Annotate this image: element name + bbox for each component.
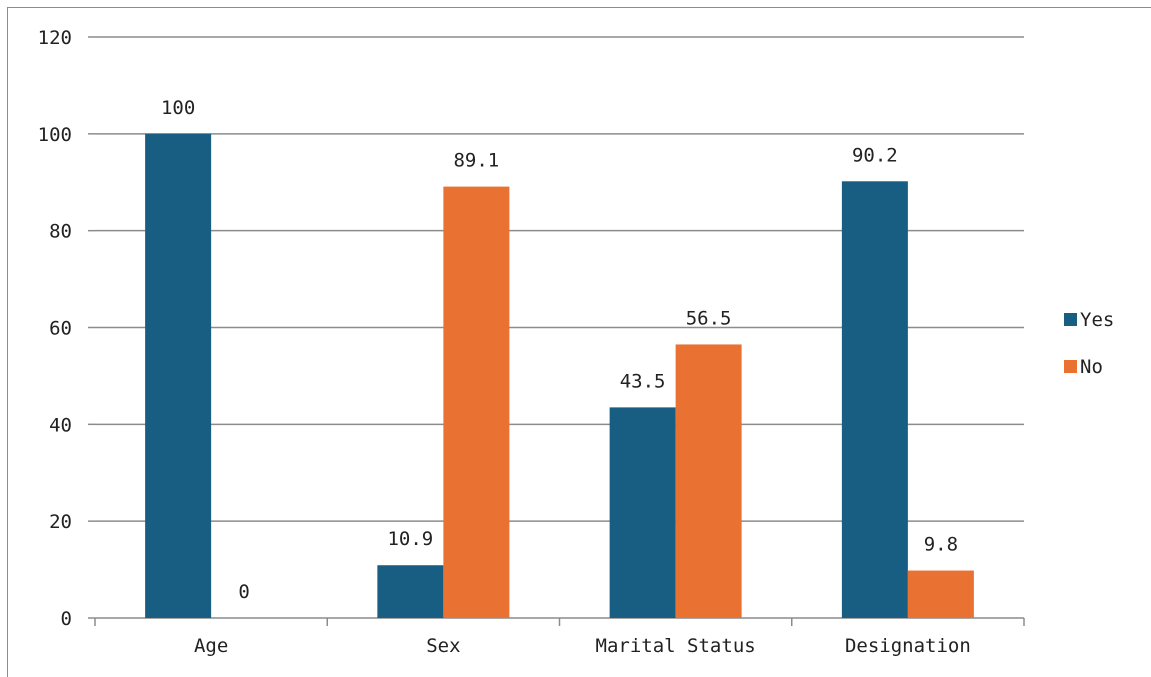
bar-no <box>675 344 742 618</box>
x-tick-label: Sex <box>426 635 460 657</box>
data-label: 89.1 <box>453 150 499 172</box>
y-tick-label: 0 <box>61 608 72 630</box>
data-label: 43.5 <box>620 370 666 392</box>
x-tick-label: Marital Status <box>596 635 756 657</box>
x-tick-label: Designation <box>845 635 971 657</box>
y-tick-label: 120 <box>38 27 72 49</box>
bar-yes <box>377 565 444 618</box>
bar-yes <box>841 181 908 618</box>
bar-no <box>907 570 974 618</box>
data-label: 90.2 <box>852 144 898 166</box>
data-label: 100 <box>161 97 195 119</box>
data-label: 0 <box>238 581 249 603</box>
bar-yes <box>609 407 676 618</box>
legend-swatch-yes <box>1064 313 1077 326</box>
bar-no <box>443 186 510 619</box>
chart-frame <box>7 7 1151 677</box>
x-tick-label: Age <box>194 635 228 657</box>
y-tick-label: 20 <box>49 511 72 533</box>
legend-label: No <box>1080 356 1103 378</box>
data-label: 56.5 <box>686 307 732 329</box>
data-label: 10.9 <box>387 528 433 550</box>
data-label: 9.8 <box>924 534 958 556</box>
y-tick-label: 80 <box>49 221 72 243</box>
y-tick-label: 60 <box>49 318 72 340</box>
legend-label: Yes <box>1080 309 1114 331</box>
y-tick-label: 40 <box>49 414 72 436</box>
bar-yes <box>145 133 212 619</box>
y-tick-label: 100 <box>38 124 72 146</box>
legend-swatch-no <box>1064 360 1077 373</box>
